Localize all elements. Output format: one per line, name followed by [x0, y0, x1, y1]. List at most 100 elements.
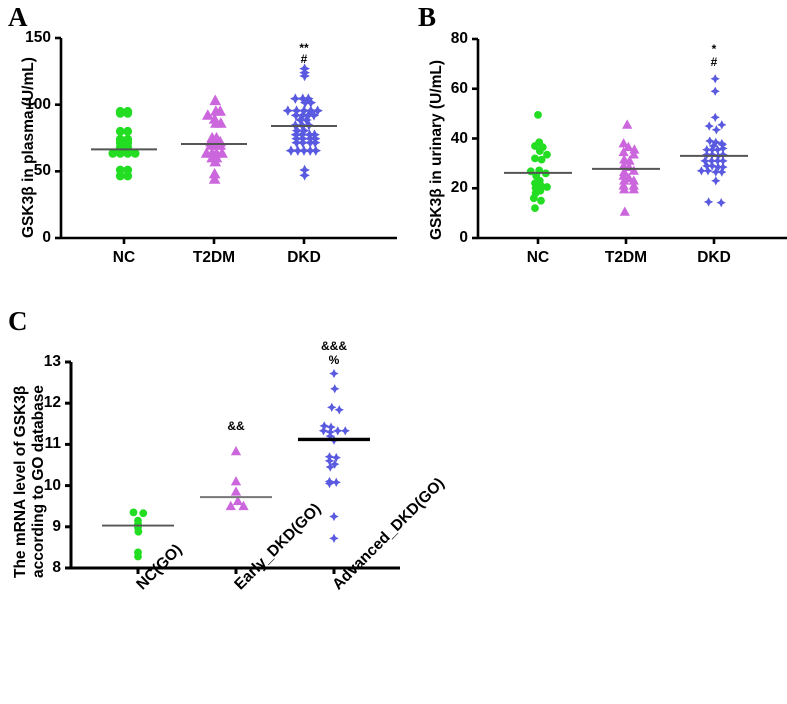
- x-category-label: T2DM: [604, 249, 648, 266]
- data-point: [282, 105, 294, 116]
- data-point: [304, 145, 316, 156]
- data-point: [531, 142, 539, 150]
- data-point: [130, 148, 140, 158]
- data-point: [232, 495, 244, 506]
- data-point: [329, 368, 339, 379]
- data-point: [324, 456, 335, 466]
- data-point: [534, 110, 542, 119]
- data-point: [333, 426, 343, 436]
- panel-c-plot: [65, 360, 400, 574]
- data-point: [295, 114, 306, 126]
- data-point: [305, 97, 317, 108]
- data-point: [115, 108, 125, 118]
- data-point: [134, 527, 143, 536]
- data-point: [628, 184, 639, 194]
- data-point: [543, 150, 551, 159]
- data-point: [618, 180, 629, 190]
- y-tick-label: 40: [450, 129, 468, 147]
- data-point: [702, 161, 712, 171]
- data-point: [700, 156, 710, 166]
- data-point: [624, 155, 635, 165]
- data-point: [717, 120, 727, 130]
- y-tick-label: 10: [43, 476, 61, 494]
- x-category-label: DKD: [287, 249, 321, 266]
- panel-a: A GSK3β in plasma (U/mL) 0 50 100 150 NC T2DM…: [0, 0, 400, 290]
- data-point: [705, 136, 715, 146]
- series-t2dm: [592, 119, 660, 216]
- y-tick-label: 80: [450, 30, 468, 47]
- axis-group: [472, 37, 787, 244]
- y-tick-label: 8: [52, 559, 61, 576]
- data-point: [129, 508, 138, 517]
- data-point: [330, 384, 340, 394]
- data-point: [209, 155, 222, 167]
- data-point: [711, 137, 721, 147]
- data-point: [298, 125, 310, 136]
- y-tick-label: 11: [44, 435, 61, 453]
- data-point: [702, 145, 712, 155]
- panel-c-letter: C: [8, 306, 28, 336]
- data-point: [299, 97, 311, 108]
- data-point: [326, 422, 336, 432]
- panel-a-plot: [55, 36, 397, 244]
- series-nc: [504, 110, 572, 213]
- data-point: [201, 109, 214, 120]
- data-point: [628, 165, 639, 175]
- y-tick-label: 0: [459, 229, 468, 246]
- data-point: [711, 167, 721, 177]
- series-nc: [91, 106, 157, 181]
- data-point: [290, 110, 302, 121]
- y-tick-label: 50: [33, 162, 51, 180]
- data-point: [301, 114, 312, 126]
- y-tick-label: 0: [42, 229, 51, 246]
- axis-group: [55, 36, 397, 244]
- data-point: [139, 509, 148, 518]
- data-point: [618, 170, 629, 180]
- data-point: [297, 137, 309, 148]
- y-tick-label: 20: [450, 179, 468, 197]
- data-point: [707, 161, 717, 171]
- data-point: [331, 452, 341, 463]
- y-tick-label: 60: [450, 79, 468, 97]
- data-point: [628, 149, 639, 159]
- data-point: [711, 125, 722, 135]
- data-point: [619, 184, 630, 194]
- data-point: [291, 105, 302, 116]
- series-t2dm: [181, 94, 247, 184]
- data-point: [703, 197, 714, 207]
- significance-marker: %: [328, 353, 340, 367]
- data-point: [708, 141, 719, 151]
- significance-marker: #: [710, 54, 718, 69]
- data-point: [319, 421, 329, 431]
- data-point: [299, 70, 310, 82]
- data-point: [618, 146, 629, 157]
- data-point: [710, 74, 720, 84]
- data-point: [629, 144, 640, 154]
- data-point: [537, 155, 546, 164]
- significance-marker: *: [711, 42, 717, 57]
- data-point: [308, 110, 320, 121]
- data-point: [230, 446, 242, 456]
- data-point: [115, 171, 125, 181]
- data-point: [622, 119, 633, 129]
- data-point: [618, 138, 629, 148]
- data-point: [535, 147, 544, 155]
- panel-b: B GSK3β in urinary (U/mL) 0 20 40 60 80 NC T2D…: [390, 0, 787, 290]
- data-point: [216, 147, 228, 158]
- data-point: [297, 110, 309, 121]
- data-point: [329, 533, 339, 543]
- data-point: [291, 125, 303, 136]
- data-point: [713, 162, 723, 172]
- data-point: [704, 121, 714, 131]
- data-point: [529, 194, 538, 203]
- data-point: [537, 196, 545, 205]
- data-point: [623, 141, 634, 152]
- data-point: [303, 110, 314, 121]
- data-point: [123, 146, 133, 156]
- series-early-dkd-go-: [200, 446, 272, 511]
- data-point: [299, 170, 310, 181]
- data-point: [123, 171, 133, 181]
- data-point: [298, 145, 310, 156]
- significance-marker: &&: [227, 418, 245, 433]
